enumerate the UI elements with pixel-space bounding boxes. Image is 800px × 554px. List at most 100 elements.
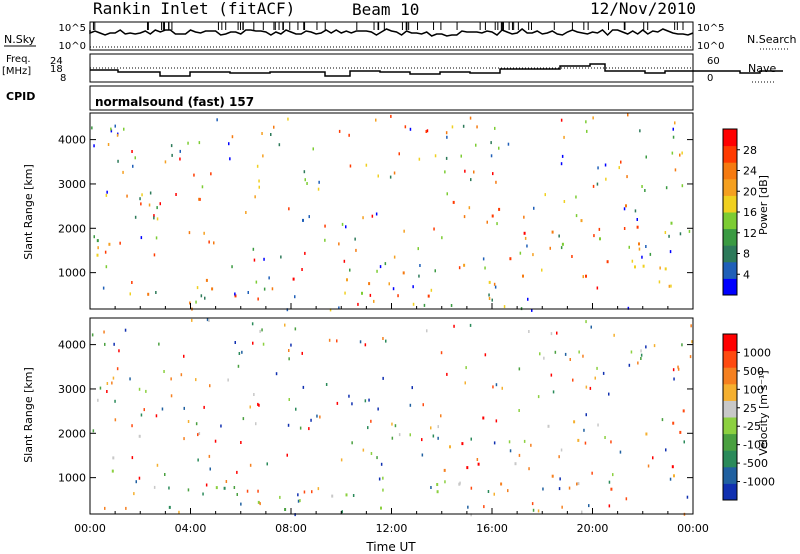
power-cell (571, 255, 573, 258)
velocity-cell (377, 407, 379, 411)
velocity-cell (508, 440, 511, 444)
power-cell (402, 271, 405, 275)
velocity-cell (364, 343, 367, 347)
velocity-cell (255, 422, 257, 426)
velocity-cell (539, 352, 541, 356)
power-cell (563, 200, 566, 203)
velocity-cell (577, 438, 580, 442)
power-cell (596, 286, 599, 290)
velocity-cell (362, 448, 365, 452)
velocity-colorbar-swatch (723, 417, 737, 435)
velocity-cell (106, 382, 109, 385)
velocity-cell (531, 502, 534, 506)
power-cell (211, 287, 214, 291)
power-cell (338, 129, 341, 133)
velocity-cell (380, 462, 383, 466)
power-cell (189, 301, 191, 305)
velocity-ytick-label: 3000 (58, 383, 86, 396)
velocity-cell (547, 424, 550, 428)
velocity-cell (542, 487, 544, 491)
velocity-cell (284, 508, 287, 511)
velocity-ytick-label: 2000 (58, 427, 86, 440)
velocity-cell (484, 353, 487, 357)
power-cell (561, 242, 564, 246)
velocity-cell (336, 401, 339, 405)
power-cell (379, 265, 382, 269)
velocity-cell (252, 341, 254, 345)
power-colorbar-swatch (723, 129, 737, 147)
velocity-cell (596, 366, 598, 370)
power-cell (409, 127, 412, 131)
power-cell (312, 147, 314, 151)
power-cell (384, 262, 387, 266)
velocity-data-marks (91, 318, 693, 517)
velocity-cell (178, 510, 180, 514)
power-cell (132, 164, 134, 168)
power-cell (618, 166, 620, 170)
velocity-cell (550, 373, 553, 377)
power-cell (231, 265, 233, 269)
power-cell (625, 204, 627, 208)
power-cell (631, 259, 634, 263)
power-colorbar-tick-label: 8 (743, 248, 750, 261)
power-cell (599, 237, 601, 241)
power-cell (153, 216, 155, 220)
velocity-cell (444, 480, 446, 484)
power-cell (199, 197, 201, 201)
velocity-colorbar-tick-label: 500 (743, 365, 764, 378)
power-cell (427, 294, 430, 298)
velocity-cell (288, 349, 290, 352)
velocity-cell (236, 493, 238, 496)
power-cell (460, 154, 462, 158)
power-cell (155, 291, 157, 294)
power-cell (201, 185, 204, 189)
power-cell (377, 174, 379, 178)
power-cell (361, 291, 363, 295)
power-cell (551, 230, 554, 234)
velocity-cell (588, 504, 590, 508)
power-cell (341, 222, 344, 226)
velocity-cell (380, 506, 382, 510)
power-cell (681, 184, 684, 188)
velocity-cell (286, 453, 288, 457)
power-colorbar-swatch (723, 261, 737, 279)
power-cell (371, 214, 374, 218)
power-cell (355, 248, 357, 252)
velocity-cell (118, 349, 120, 353)
velocity-cell (477, 462, 480, 466)
power-cell (252, 247, 255, 251)
power-cell (105, 193, 108, 197)
velocity-xtick-label: 00:00 (677, 522, 709, 535)
velocity-y-label: Slant Range [km] (22, 367, 35, 463)
velocity-cell (97, 398, 99, 402)
velocity-cell (328, 338, 331, 342)
power-colorbar-tick-label: 4 (743, 268, 750, 281)
velocity-cell (411, 386, 413, 390)
velocity-cell (258, 403, 260, 407)
power-cell (134, 156, 136, 160)
velocity-cell (426, 329, 428, 333)
power-cell (257, 297, 259, 301)
x-axis-label: Time UT (365, 540, 416, 554)
power-cell (638, 242, 640, 246)
power-cell (231, 135, 234, 139)
power-cell (441, 236, 443, 240)
velocity-cell (554, 350, 557, 354)
power-cell (585, 274, 587, 278)
velocity-cell (259, 502, 261, 506)
velocity-cell (483, 505, 485, 509)
velocity-cell (476, 458, 479, 461)
velocity-cell (653, 344, 656, 348)
velocity-cell (297, 493, 299, 497)
velocity-cell (585, 385, 588, 389)
velocity-cell (645, 432, 648, 436)
velocity-cell (103, 330, 105, 334)
power-cell (324, 238, 326, 242)
velocity-cell (316, 414, 318, 418)
power-cell (628, 245, 630, 249)
power-cell (486, 220, 488, 224)
velocity-cell (440, 351, 443, 355)
power-cell (301, 268, 303, 271)
velocity-cell (691, 340, 693, 344)
velocity-cell (237, 364, 240, 368)
